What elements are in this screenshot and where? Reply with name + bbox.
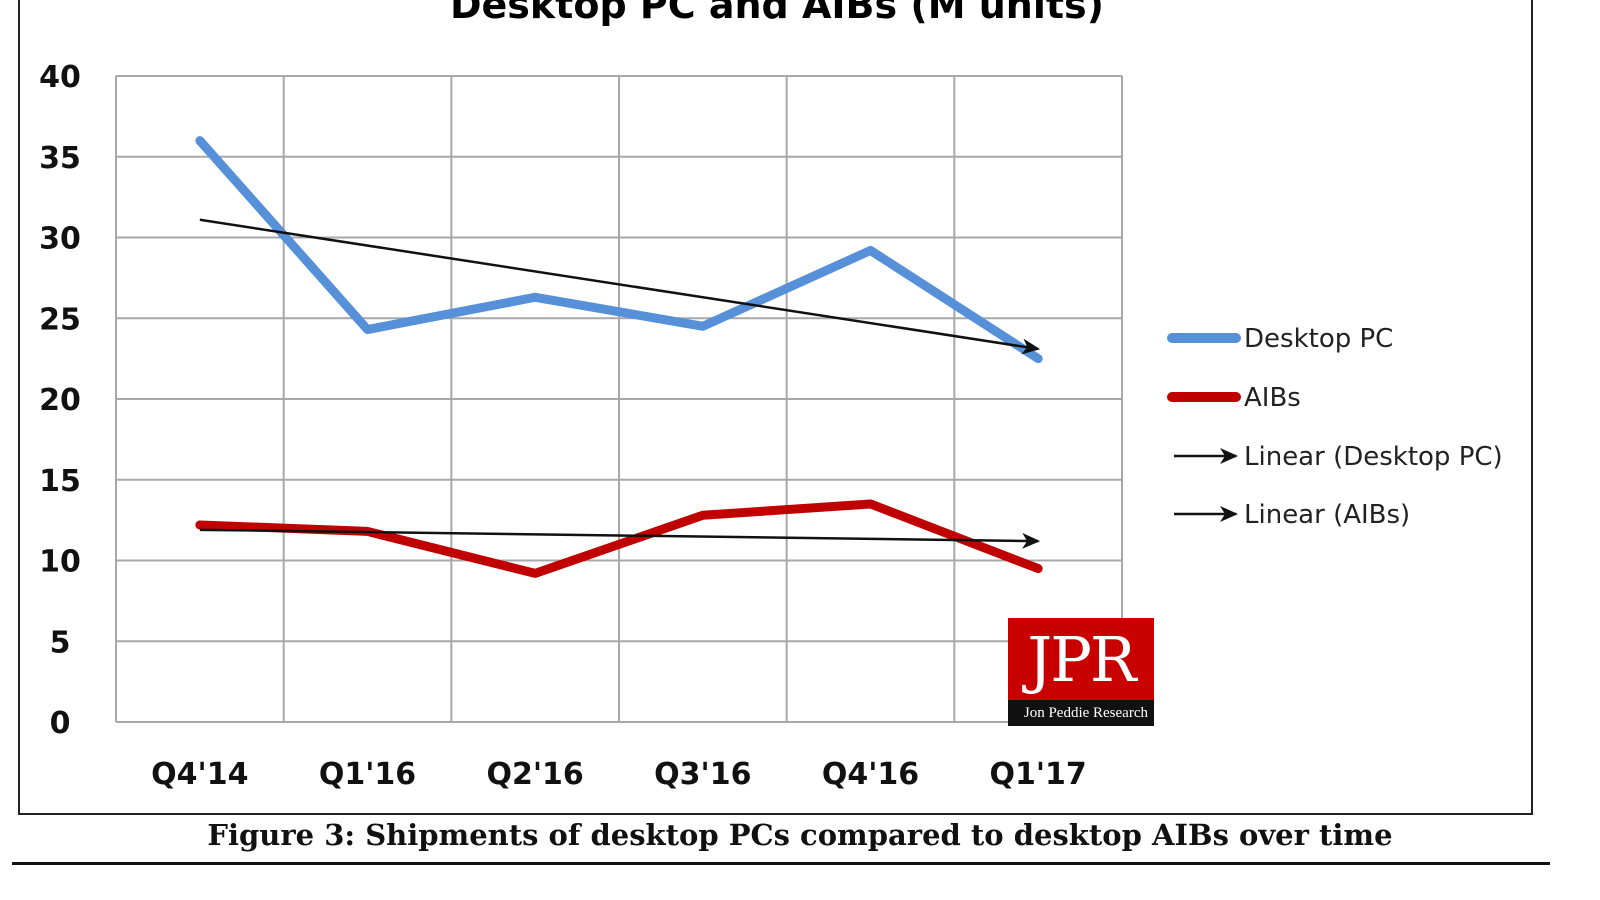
- data-point: [534, 296, 536, 298]
- x-tick-label: Q3'16: [654, 757, 751, 792]
- legend-label: Linear (AIBs): [1244, 500, 1410, 530]
- data-point: [702, 325, 704, 327]
- data-point: [702, 514, 704, 516]
- x-tick-label: Q4'14: [151, 757, 248, 792]
- y-tick-label: 25: [39, 302, 81, 337]
- y-tick-label: 15: [39, 464, 81, 499]
- series-lines: [195, 136, 1043, 578]
- y-tick-label: 10: [39, 545, 81, 580]
- y-tick-label: 0: [50, 706, 71, 741]
- legend: Desktop PC AIBs Linear (Desktop PC) Linear …: [1167, 324, 1503, 530]
- y-tick-label: 30: [39, 222, 81, 257]
- data-point: [199, 524, 201, 526]
- series-line: [195, 499, 1043, 578]
- x-tick-label: Q1'16: [319, 757, 416, 792]
- data-point: [870, 503, 871, 505]
- jpr-logo-letters: JPR: [1027, 623, 1136, 696]
- chart-title: Desktop PC and AIBs (M units): [450, 0, 1104, 27]
- plot-grid: [115, 75, 1123, 723]
- x-tick-label: Q1'17: [990, 757, 1087, 792]
- y-tick-label: 5: [50, 625, 71, 660]
- data-point: [199, 140, 201, 142]
- x-tick-label: Q4'16: [822, 757, 919, 792]
- legend-label: Linear (Desktop PC): [1244, 442, 1503, 472]
- data-point: [1037, 568, 1039, 570]
- trend-line: [199, 528, 1041, 549]
- figure-caption: Figure 3: Shipments of desktop PCs compa…: [207, 818, 1393, 852]
- trend-lines: [199, 218, 1041, 549]
- y-tick-label: 20: [39, 383, 81, 418]
- trend-line: [199, 218, 1041, 355]
- data-point: [870, 249, 871, 251]
- data-point: [367, 329, 368, 331]
- legend-label: AIBs: [1244, 383, 1301, 413]
- y-tick-label: 40: [39, 60, 81, 95]
- x-axis-ticks: Q4'14 Q1'16 Q2'16 Q3'16 Q4'16 Q1'17: [151, 757, 1087, 792]
- data-point: [534, 572, 536, 574]
- series-line: [195, 136, 1043, 364]
- x-tick-label: Q2'16: [487, 757, 584, 792]
- y-axis-ticks: 0 5 10 15 20 25 30 35 40: [39, 60, 81, 741]
- legend-label: Desktop PC: [1244, 324, 1393, 354]
- chart-frame: [18, 0, 1533, 815]
- jpr-logo: JPR Jon Peddie Research: [1008, 618, 1154, 726]
- y-tick-label: 35: [39, 141, 81, 176]
- jpr-logo-subtext: Jon Peddie Research: [1008, 700, 1154, 726]
- caption-rule: [12, 862, 1550, 865]
- data-point: [1037, 358, 1039, 360]
